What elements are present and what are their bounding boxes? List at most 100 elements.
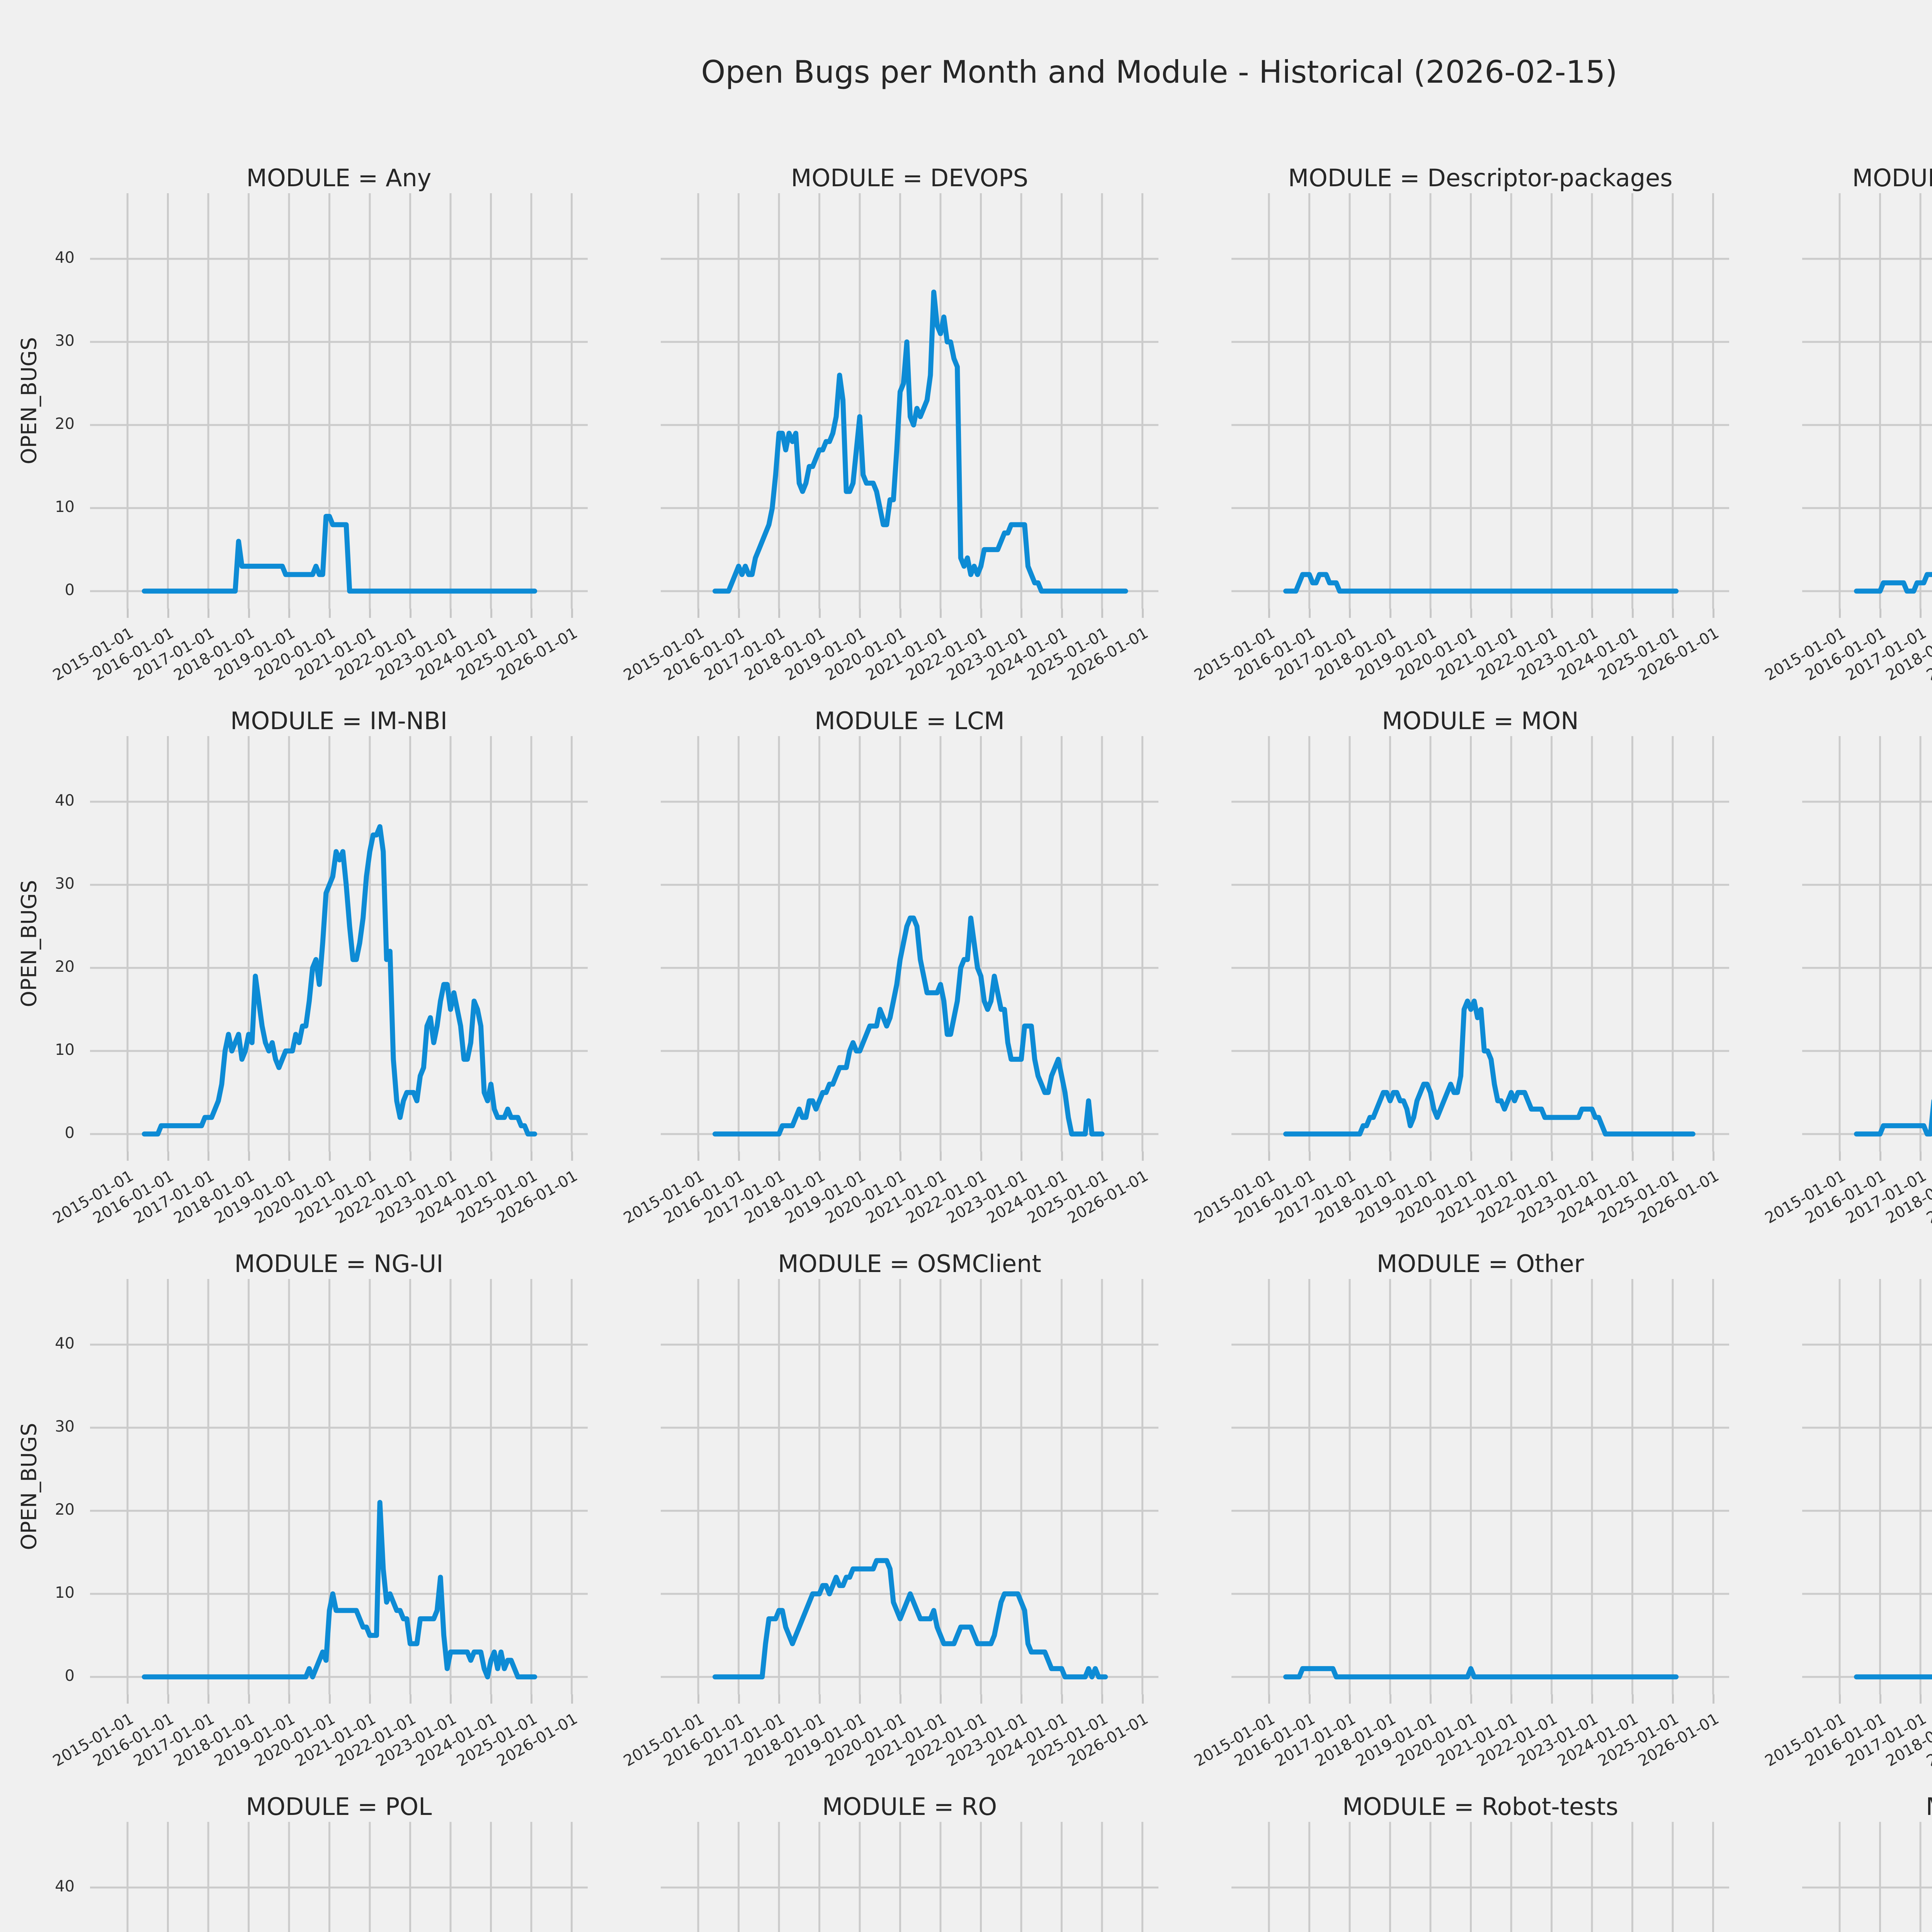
facet-title: MODULE = RO (822, 1793, 997, 1821)
data-line (713, 1558, 1108, 1680)
x-tick-mark (778, 1694, 780, 1704)
x-axis-ticks: 2015-01-01 2016-01-01 2017-01-01 2018-01-01… (621, 1694, 1158, 1795)
data-line (142, 1500, 537, 1680)
facet-title: MODULE = MON (1382, 707, 1579, 735)
facet-IM-NBI: MODULE = IM-NBI 2015-01-01 2016-01-01 2017-… (17, 709, 588, 1252)
facet-Any: MODULE = Any 2015-01-01 2016-01-01 2017-01-… (17, 166, 588, 709)
plot-area (90, 193, 588, 609)
y-tick-label: 40 (55, 1877, 75, 1895)
x-tick-mark (818, 609, 821, 618)
x-axis-ticks: 2015-01-01 2016-01-01 2017-01-01 2018-01-01… (1191, 1694, 1729, 1795)
x-tick-mark (1020, 1694, 1022, 1704)
x-tick-mark (1268, 1694, 1270, 1704)
x-tick-mark (207, 1694, 209, 1704)
x-tick-mark (1920, 1151, 1922, 1161)
x-tick-mark (531, 1151, 532, 1161)
data-line (1854, 1099, 1932, 1137)
x-tick-mark (328, 1694, 331, 1704)
data-line (1854, 572, 1932, 594)
x-tick-mark (1308, 1694, 1311, 1704)
x-tick-mark (1020, 1151, 1022, 1161)
x-tick-mark (697, 1694, 699, 1704)
y-tick-label: 0 (65, 1124, 75, 1142)
x-tick-mark (1141, 1151, 1144, 1161)
plot-area (90, 736, 588, 1151)
x-tick-mark (288, 1151, 290, 1161)
x-tick-mark (1551, 609, 1553, 618)
facet-grid: MODULE = Any 2015-01-01 2016-01-01 2017-01-… (17, 164, 1932, 1932)
x-tick-mark (818, 1151, 821, 1161)
x-tick-mark (531, 609, 532, 618)
x-axis-ticks: 2015-01-01 2016-01-01 2017-01-01 2018-01-01… (621, 609, 1158, 709)
x-tick-mark (1551, 1151, 1553, 1161)
x-tick-mark (1470, 1151, 1472, 1161)
facet-N2VC: MODULE = N2VC 2015-01-012016-01-012017-01… (1762, 709, 1932, 1252)
x-axis-ticks: 2015-01-01 2016-01-01 2017-01-01 2018-01-01… (1762, 1694, 1932, 1795)
facet-title: MODULE = PLA (1802, 1252, 1932, 1279)
facet-Unknown: MODULE = Unknown2015-01-012016-01-012017… (1802, 1795, 1932, 1932)
x-tick-mark (1389, 609, 1391, 618)
x-tick-mark (490, 609, 492, 618)
plot-area (1231, 1822, 1729, 1932)
x-tick-mark (531, 1694, 532, 1704)
x-tick-mark (1839, 1694, 1841, 1704)
y-tick-label: 40 (55, 791, 75, 810)
x-tick-mark (1591, 1694, 1593, 1704)
x-tick-mark (1551, 1694, 1553, 1704)
x-tick-mark (778, 609, 780, 618)
x-tick-mark (1101, 609, 1103, 618)
x-tick-mark (1672, 609, 1674, 618)
x-tick-mark (1712, 1694, 1714, 1704)
y-tick-label: 40 (55, 1334, 75, 1352)
facet-title: MODULE = Unknown (1802, 1795, 1932, 1822)
x-tick-mark (940, 1151, 942, 1161)
x-tick-mark (1430, 609, 1432, 618)
y-tick-label: 0 (65, 581, 75, 599)
y-tick-label: 20 (55, 1500, 75, 1519)
x-tick-mark (1591, 609, 1593, 618)
x-axis-ticks: 2015-01-01 2016-01-01 2017-01-01 2018-01-01… (1191, 609, 1729, 709)
facet-title: MODULE = OSMClient (778, 1250, 1041, 1278)
facet-Documentation / Wiki: MODULE = Documentation / Wiki 2015-01-012… (1762, 166, 1932, 709)
plot-area (1802, 736, 1932, 1151)
x-tick-mark (1510, 609, 1512, 618)
x-tick-mark (167, 1151, 169, 1161)
x-tick-mark (328, 609, 331, 618)
x-tick-mark (1268, 609, 1270, 618)
plot-area (1231, 736, 1729, 1151)
data-line (142, 514, 537, 594)
x-tick-mark (369, 1151, 371, 1161)
x-tick-mark (369, 1694, 371, 1704)
x-tick-mark (248, 1151, 250, 1161)
x-tick-mark (248, 609, 250, 618)
x-tick-mark (1839, 609, 1841, 618)
x-tick-mark (1268, 1151, 1270, 1161)
facet-title: MODULE = Descriptor-packages (1288, 164, 1673, 192)
y-tick-label: 10 (55, 1583, 75, 1602)
x-tick-mark (248, 1694, 250, 1704)
x-tick-mark (1631, 1694, 1634, 1704)
plot-area (1802, 193, 1932, 609)
x-tick-mark (369, 609, 371, 618)
y-tick-label: 10 (55, 1041, 75, 1059)
data-line (1283, 998, 1696, 1137)
x-tick-mark (899, 1151, 901, 1161)
y-tick-label: 0 (65, 1667, 75, 1685)
x-tick-mark (450, 609, 452, 618)
x-tick-mark (1308, 1151, 1311, 1161)
x-tick-mark (1920, 1694, 1922, 1704)
facet-title: MODULE = LCM (815, 707, 1005, 735)
facet-title: MODULE = N2VC (1802, 709, 1932, 736)
data-line (713, 289, 1128, 594)
y-tick-label: 40 (55, 248, 75, 267)
x-tick-mark (1349, 609, 1351, 618)
x-tick-mark (980, 609, 982, 618)
x-tick-mark (288, 609, 290, 618)
facet-POL: MODULE = POL2015-01-012016-01-012017-01-… (55, 1795, 588, 1932)
data-line (713, 915, 1105, 1137)
x-tick-mark (1672, 1694, 1674, 1704)
y-axis-label: OPEN_BUGS (17, 337, 41, 464)
x-tick-mark (127, 1151, 129, 1161)
facet-PLA: MODULE = PLA 2015-01-012016-01-012017-01-… (1762, 1252, 1932, 1795)
x-tick-mark (1101, 1151, 1103, 1161)
